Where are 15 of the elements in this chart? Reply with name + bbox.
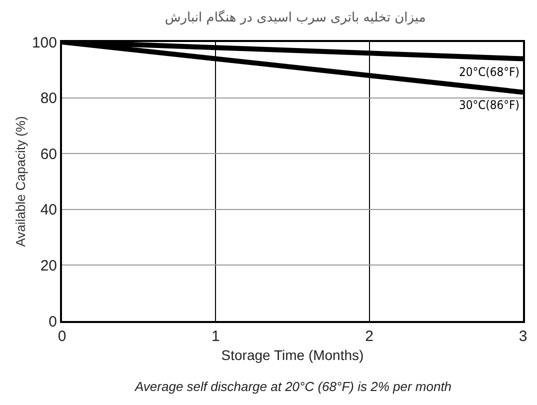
series-label: 30°C(86°F) [459, 98, 520, 112]
x-tick-label: 1 [212, 328, 220, 345]
y-tick-label: 40 [40, 202, 57, 219]
x-tick-label: 2 [365, 328, 374, 345]
series-label: 20°C(68°F) [459, 65, 520, 79]
chart-title: میزان تخلیه باتری سرب اسیدی در هنگام انبارش [164, 9, 426, 26]
y-axis-title: Available Capacity (%) [13, 116, 28, 247]
y-tick-label: 80 [40, 90, 57, 108]
y-tick-label: 100 [32, 34, 57, 52]
y-tick-label: 0 [48, 313, 57, 330]
text: Average self discharge at 20°C (68°F) is 2% per month [134, 379, 452, 394]
x-axis-title: Storage Time (Months) [221, 346, 364, 363]
y-tick-label: 20 [40, 257, 57, 274]
x-tick-label: 3 [518, 328, 528, 345]
y-tick-label: 60 [40, 146, 57, 163]
